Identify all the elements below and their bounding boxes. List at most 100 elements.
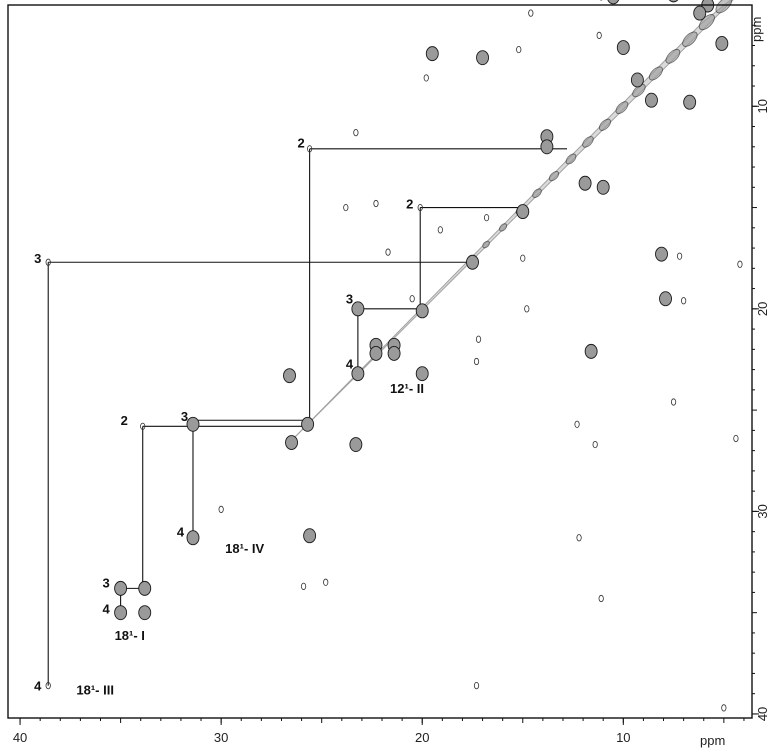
cross-peak [349,437,363,452]
cross-peak [693,5,707,21]
connector-lines-layer [47,148,568,686]
cross-peak-weak [681,297,687,305]
cross-peak-weak [437,226,443,234]
cross-peak-weak [417,203,423,212]
cross-peak [630,72,644,88]
x-axis-unit-label: ppm [700,733,725,748]
cross-peak [301,416,315,432]
cross-peak-weak [520,254,526,262]
diagonal-peak [565,153,577,165]
cross-peak [351,301,365,317]
peak-label: 2 [121,413,128,428]
cross-peak-weak [524,305,530,313]
diagonal-peak [615,101,629,115]
diagonal-peak [632,83,646,98]
peak-label: 2 [406,197,413,212]
peak-annotations-layer: 2 2 3 3 4 12¹- II 2 3 4 18¹- IV 3 4 18¹- I 4 18¹- III [34,136,424,698]
y-tick-label: 30 [755,504,770,518]
cross-peak-weak [218,505,224,513]
y-tick-label: 10 [755,99,770,113]
peak-label: 3 [103,575,110,590]
diagonal-peak [482,240,490,249]
plot-frame [7,4,753,719]
peak-label: 3 [181,409,188,424]
diagonal-peak [682,31,698,47]
cross-peak-weak [737,260,743,268]
cross-peak-weak [300,582,307,590]
cross-peak [369,345,383,361]
y-tick-label: 20 [755,302,770,316]
cross-peak [659,291,672,307]
cross-peak [387,345,401,361]
peak-label: 4 [177,525,185,540]
cross-peak-weak [677,252,683,260]
diagonal-peak [648,66,663,81]
diagonal-peak [665,48,681,64]
cross-peak [283,368,296,384]
peak-label: 4 [34,679,42,694]
cross-peak [668,0,679,3]
cross-peak-weak [473,681,480,690]
x-axis: 40 30 20 10 [13,718,745,745]
peak-label: 2 [298,136,305,151]
cross-peak-weak [353,129,359,137]
cross-peak [186,530,200,546]
cross-peak-weak [385,248,391,256]
cross-peak-weak [733,434,739,443]
diagonal-peak [582,136,594,148]
cross-peak [540,139,554,155]
peak-label: 18¹- III [76,683,114,698]
cross-peak [584,343,598,359]
cross-peak-weak [423,74,429,82]
cross-peak-weak [473,357,480,366]
cross-peak-weak [307,145,313,153]
x-tick-label: 20 [415,730,429,745]
y-tick-label: 40 [755,707,770,721]
cross-peak [114,580,128,596]
cross-peak [683,94,697,110]
cross-peak-weak [592,440,598,449]
peak-label: 12¹- II [390,381,424,396]
cross-peak [114,605,128,621]
cross-peak [596,179,610,195]
cross-peak-weak [598,594,604,603]
diagonal-peak [598,118,612,131]
cross-peak-weak [721,704,727,712]
y-axis: 10 20 30 40 [752,24,770,721]
cross-peak [415,303,429,319]
cross-peak [285,435,298,450]
cross-peak-weak [528,9,534,17]
cross-peak-weak [516,45,522,54]
cross-peak-weak [45,681,51,690]
cross-peak-weak [596,31,602,39]
cross-peak-weak [343,203,349,212]
cross-peak-weak [409,295,415,303]
peak-label: 18¹- IV [225,541,264,556]
cross-peak-weak [323,578,329,586]
cross-peak-weak [475,335,482,343]
cross-peak-weak [373,199,379,208]
peak-label: 18¹- I [115,628,145,643]
cross-peak [578,175,592,191]
cross-peak [616,40,630,55]
cross-peak [351,366,365,382]
cross-peak-weak [576,534,582,542]
diagonal-peak [548,171,560,182]
peak-label: 4 [346,357,354,372]
x-tick-label: 40 [13,730,27,745]
cross-peak [607,0,620,5]
diagonal-peak [532,188,542,198]
cross-peak [415,366,429,382]
cross-peak [138,580,152,596]
cross-peak [476,50,490,66]
cross-peaks-layer [45,0,743,712]
peak-label: 3 [346,292,353,307]
cross-peak [425,46,439,62]
cross-peak-weak [45,258,51,266]
diagonal-peak [498,223,508,232]
cross-peak [645,92,658,108]
y-axis-unit-label: ppm [749,17,764,42]
cross-peak [186,416,200,432]
cross-peak [715,36,729,51]
